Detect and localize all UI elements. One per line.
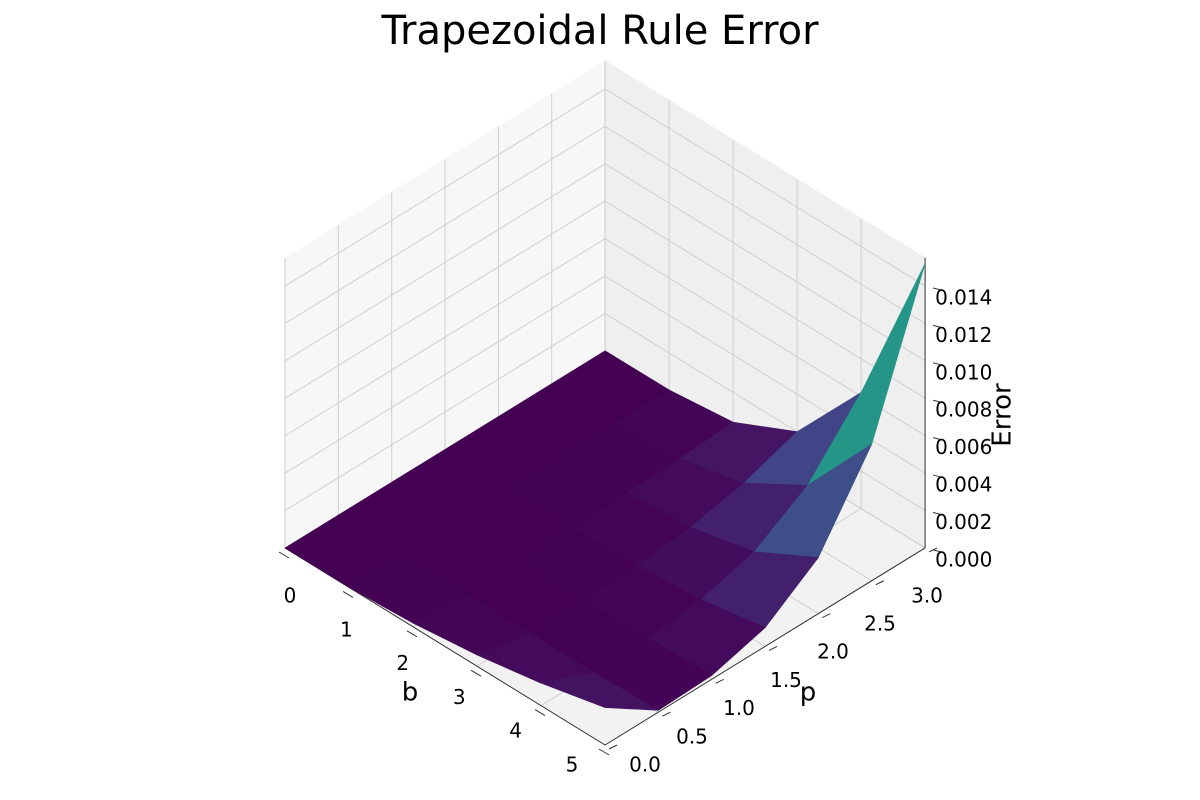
grid-line [604, 200, 926, 399]
tick-mark [278, 551, 290, 559]
z-tick-label: 0.014 [935, 285, 992, 309]
tick-mark [932, 287, 942, 291]
tick-mark [875, 580, 884, 586]
y-tick-label: 2.0 [817, 640, 849, 664]
x-axis-label: b [402, 678, 419, 708]
tick-mark [768, 646, 778, 651]
y-tick-label: 1.5 [770, 668, 802, 692]
y-axis-label: p [800, 678, 817, 708]
tick-mark [406, 630, 418, 638]
z-axis-label: Error [988, 383, 1018, 447]
z-tick-label: 0.000 [935, 547, 992, 571]
z-tick-label: 0.008 [935, 398, 992, 422]
x-tick-label: 0 [284, 584, 297, 608]
tick-mark [932, 362, 942, 366]
tick-mark [342, 590, 354, 598]
tick-mark [932, 324, 942, 328]
grid-line [604, 313, 926, 511]
z-tick-label: 0.006 [935, 435, 992, 459]
axis-line [604, 547, 926, 746]
grid-line [284, 200, 606, 399]
grid-line [284, 313, 606, 512]
surface-cell [539, 672, 659, 711]
grid-line [284, 88, 606, 287]
chart-title: Trapezoidal Rule Error [380, 8, 819, 54]
x-tick-label: 4 [509, 719, 522, 743]
x-tick-label: 5 [566, 753, 579, 777]
grid-line [284, 238, 606, 437]
z-tick-label: 0.002 [935, 510, 992, 534]
tick-mark [662, 711, 671, 717]
y-tick-label: 0.0 [629, 753, 661, 777]
grid-line [604, 163, 926, 362]
tick-mark [932, 549, 942, 553]
y-tick-label: 2.5 [864, 612, 896, 636]
x-tick-label: 3 [453, 685, 466, 709]
grid-line [604, 88, 926, 287]
tick-mark [822, 613, 831, 619]
tick-mark [932, 437, 942, 441]
z-tick-label: 0.010 [935, 360, 992, 384]
y-tick-label: 3.0 [911, 583, 943, 607]
z-tick-label: 0.004 [935, 473, 992, 497]
tick-mark [932, 474, 942, 478]
tick-mark [608, 744, 618, 750]
tick-mark [534, 709, 546, 717]
tick-mark [932, 511, 942, 515]
x-tick-label: 1 [340, 617, 353, 641]
y-tick-label: 0.5 [676, 724, 708, 748]
z-tick-label: 0.012 [935, 323, 992, 347]
tick-mark [598, 748, 610, 756]
grid-line [604, 125, 926, 324]
y-tick-label: 1.0 [723, 696, 755, 720]
tick-mark [715, 678, 724, 684]
tick-mark [470, 669, 482, 677]
x-tick-label: 2 [396, 651, 409, 675]
grid-line [284, 163, 606, 362]
grid-line [284, 275, 606, 474]
grid-line [284, 125, 606, 324]
tick-mark [932, 399, 942, 403]
